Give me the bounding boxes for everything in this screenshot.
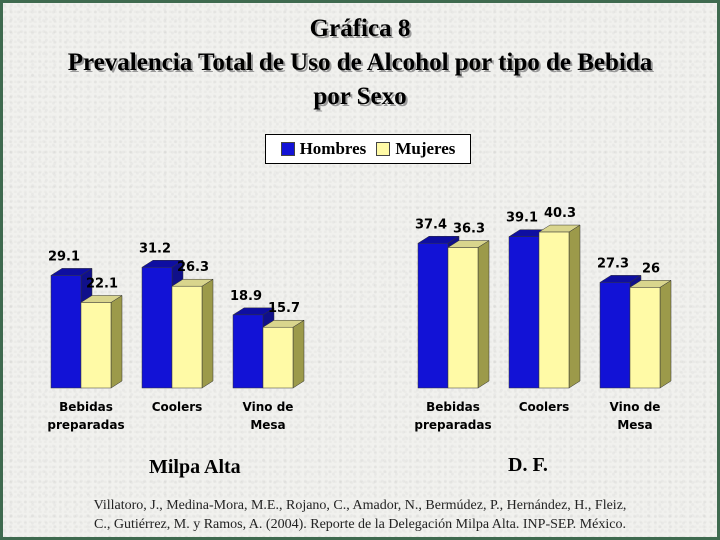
legend-swatch-hombres (280, 142, 295, 156)
data-label-0-0-hombres: 29.1 (48, 249, 80, 264)
bar-1-1-hombres (508, 236, 540, 389)
category-label-1-0-1: preparadas (414, 418, 491, 432)
bar-0-1-hombres (141, 267, 173, 389)
legend-item-hombres: Hombres (280, 139, 367, 159)
legend: Hombres Mujeres (265, 134, 471, 164)
legend-item-mujeres: Mujeres (376, 139, 455, 159)
bar-1-0-hombres (417, 243, 449, 389)
legend-label-hombres: Hombres (299, 139, 367, 158)
bar-1-2-mujeres (629, 287, 661, 389)
bar-0-2-mujeres (262, 326, 294, 389)
bar-charts: 29.1 22.1 Bebidas preparadas 31.2 26.3 Coolers… (47, 206, 672, 432)
bar-1-2-mujeres-side (659, 279, 672, 389)
region-label-df: D. F. (508, 454, 548, 476)
source-line-2: C., Gutiérrez, M. y Ramos, A. (2004). Re… (94, 517, 626, 532)
bar-0-1-mujeres-side (201, 278, 214, 389)
category-label-1-0-0: Bebidas (426, 400, 480, 414)
bar-1-1-mujeres-side (568, 224, 581, 389)
bar-0-0-mujeres-side (110, 295, 123, 389)
chart-title-line-1: Gráfica 8 (309, 15, 411, 42)
category-label-1-2-1: Mesa (617, 418, 652, 432)
data-label-0-2-mujeres: 15.7 (268, 301, 300, 316)
region-label-milpa-alta: Milpa Alta (149, 456, 241, 478)
data-label-1-1-hombres: 39.1 (506, 211, 538, 226)
bar-0-1-mujeres (171, 285, 203, 389)
chart-title-line-2: Prevalencia Total de Uso de Alcohol por … (67, 49, 653, 76)
data-label-0-1-mujeres: 26.3 (177, 260, 209, 275)
bar-1-0-mujeres-side (477, 240, 490, 389)
category-label-0-0-0: Bebidas (59, 400, 113, 414)
category-label-0-2-1: Mesa (250, 418, 285, 432)
category-label-0-1-0: Coolers (152, 400, 203, 414)
data-label-1-2-hombres: 27.3 (597, 256, 629, 271)
data-label-0-2-hombres: 18.9 (230, 289, 262, 304)
source-citation: Villatoro, J., Medina-Mora, M.E., Rojano… (3, 496, 717, 534)
bar-0-0-mujeres (80, 302, 112, 389)
bar-1-0-mujeres (447, 247, 479, 389)
data-label-1-2-mujeres: 26 (642, 261, 660, 276)
legend-swatch-mujeres (376, 142, 391, 156)
bar-0-0-hombres (50, 275, 82, 389)
bar-0-2-mujeres-side (292, 319, 305, 389)
category-label-1-2-0: Vino de (610, 400, 661, 414)
category-label-1-1-0: Coolers (519, 400, 570, 414)
chart-title-line-3: por Sexo (313, 83, 407, 110)
data-label-0-1-hombres: 31.2 (139, 241, 171, 256)
data-label-1-1-mujeres: 40.3 (544, 206, 576, 221)
legend-label-mujeres: Mujeres (395, 139, 456, 158)
category-label-0-2-0: Vino de (243, 400, 294, 414)
bar-1-1-mujeres (538, 231, 570, 389)
data-label-1-0-mujeres: 36.3 (453, 222, 485, 237)
data-label-1-0-hombres: 37.4 (415, 217, 447, 232)
data-label-0-0-mujeres: 22.1 (86, 276, 118, 291)
bar-0-2-hombres (232, 314, 264, 389)
category-label-0-0-1: preparadas (47, 418, 124, 432)
bar-1-2-hombres (599, 282, 631, 389)
source-line-1: Villatoro, J., Medina-Mora, M.E., Rojano… (93, 498, 627, 513)
